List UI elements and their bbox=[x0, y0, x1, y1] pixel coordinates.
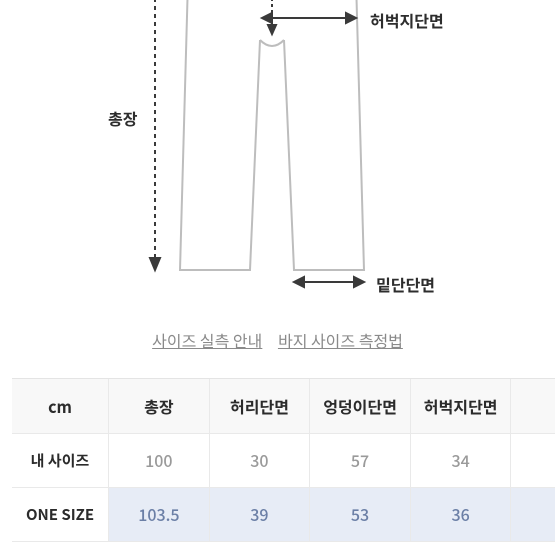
header-col: 허리단면 bbox=[209, 379, 310, 433]
cell: 30 bbox=[209, 433, 310, 487]
header-col: 허벅지단면 bbox=[410, 379, 511, 433]
cell: 100 bbox=[109, 433, 210, 487]
link-size-guide[interactable]: 사이즈 실측 안내 bbox=[152, 328, 262, 352]
header-unit: cm bbox=[12, 379, 109, 433]
label-hem: 밑단단면 bbox=[376, 272, 435, 296]
header-col: 총장 bbox=[109, 379, 210, 433]
guide-links: 사이즈 실측 안내 바지 사이즈 측정법 bbox=[0, 328, 555, 352]
table-header-row: cm 총장 허리단면 엉덩이단면 허벅지단면 밑 bbox=[12, 379, 555, 433]
pants-svg bbox=[0, 0, 555, 310]
row-label: 내 사이즈 bbox=[12, 433, 109, 487]
label-length: 총장 bbox=[108, 106, 137, 130]
cell bbox=[511, 487, 555, 541]
label-thigh: 허벅지단면 bbox=[370, 8, 444, 32]
cell: 103.5 bbox=[109, 487, 210, 541]
table-row: ONE SIZE 103.5 39 53 36 bbox=[12, 487, 555, 541]
cell: 36 bbox=[410, 487, 511, 541]
cell: 53 bbox=[310, 487, 411, 541]
size-table: cm 총장 허리단면 엉덩이단면 허벅지단면 밑 내 사이즈 100 30 57… bbox=[12, 379, 555, 542]
size-table-wrapper: cm 총장 허리단면 엉덩이단면 허벅지단면 밑 내 사이즈 100 30 57… bbox=[12, 378, 555, 542]
header-col: 엉덩이단면 bbox=[310, 379, 411, 433]
cell: 39 bbox=[209, 487, 310, 541]
row-label: ONE SIZE bbox=[12, 487, 109, 541]
link-how-to-measure[interactable]: 바지 사이즈 측정법 bbox=[278, 328, 403, 352]
cell: 3 bbox=[511, 433, 555, 487]
cell: 34 bbox=[410, 433, 511, 487]
cell: 57 bbox=[310, 433, 411, 487]
table-row: 내 사이즈 100 30 57 34 3 bbox=[12, 433, 555, 487]
pants-diagram: 허벅지단면 총장 밑단단면 bbox=[0, 0, 555, 310]
header-col: 밑 bbox=[511, 379, 555, 433]
